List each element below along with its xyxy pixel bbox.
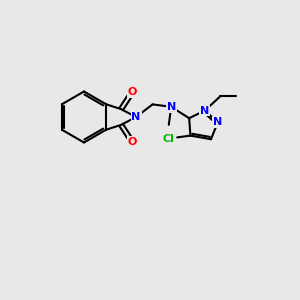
Text: O: O bbox=[128, 87, 137, 97]
Text: O: O bbox=[128, 137, 137, 147]
Text: N: N bbox=[131, 112, 141, 122]
Text: N: N bbox=[200, 106, 209, 116]
Text: N: N bbox=[167, 102, 176, 112]
Text: Cl: Cl bbox=[163, 134, 175, 144]
Text: N: N bbox=[213, 117, 223, 127]
